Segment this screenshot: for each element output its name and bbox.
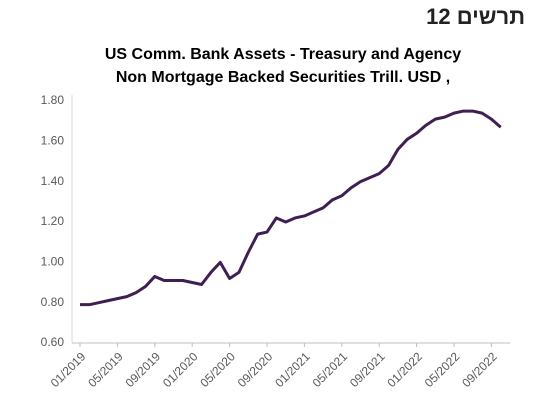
line	[80, 109, 502, 307]
x-tick-label: 01/2021	[272, 349, 313, 390]
chart-title: US Comm. Bank Assets - Treasury and Agen…	[105, 46, 461, 63]
x-tick-label: 09/2021	[347, 349, 388, 390]
y-tick-label: 0.80	[41, 295, 65, 309]
y-tick-label: 1.60	[41, 134, 65, 148]
x-tick-label: 05/2020	[197, 349, 238, 390]
x-tick-label: 01/2019	[48, 349, 89, 390]
x-tick-label: 09/2020	[235, 349, 276, 390]
y-tick-label: 0.60	[41, 335, 65, 349]
chart-title: Non Mortgage Backed Securities Trill. US…	[116, 69, 450, 86]
x-tick-label: 05/2019	[85, 349, 126, 390]
x-tick-label: 05/2022	[422, 349, 463, 390]
y-tick-label: 1.20	[41, 214, 65, 228]
x-tick-label: 01/2022	[384, 349, 425, 390]
x-tick-label: 05/2021	[310, 349, 351, 390]
y-tick-label: 1.00	[41, 255, 65, 269]
header-title: תרשים 12	[426, 4, 525, 29]
x-tick-label: 09/2022	[459, 349, 500, 390]
y-tick-label: 1.80	[41, 93, 65, 107]
y-tick-label: 1.40	[41, 174, 65, 188]
x-tick-label: 09/2019	[123, 349, 164, 390]
x-tick-label: 01/2020	[160, 349, 201, 390]
